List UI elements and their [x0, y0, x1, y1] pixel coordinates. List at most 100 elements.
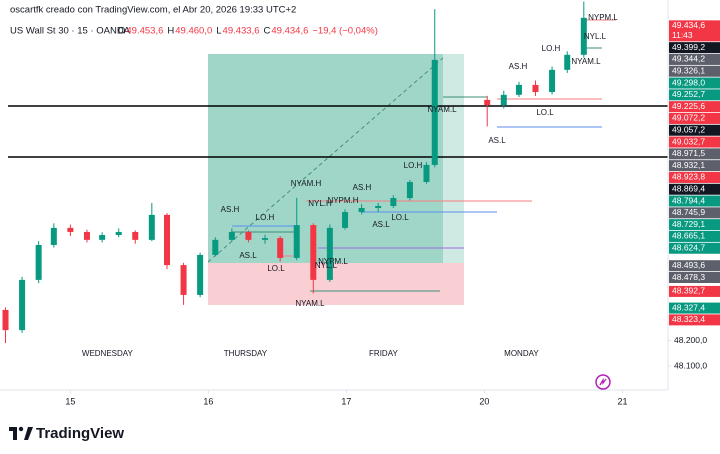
price-label-bg	[669, 183, 720, 195]
price-label-bg	[669, 230, 720, 242]
candle-body	[406, 182, 413, 199]
ohlc-value: 49.433,6	[223, 26, 260, 37]
profit-zone-ext	[443, 54, 464, 263]
candle-body	[342, 212, 349, 228]
price-label-bg	[669, 53, 720, 65]
candle-body	[549, 69, 556, 93]
candle-body	[19, 279, 26, 331]
session-label: NYPM.H	[327, 196, 358, 205]
session-label: AS.L	[488, 136, 506, 145]
session-label: NYAM.H	[291, 179, 322, 188]
price-label-bg	[669, 171, 720, 183]
session-label: AS.H	[353, 183, 372, 192]
price-label: 49.399,2	[672, 42, 705, 52]
price-label-bg	[669, 285, 720, 297]
brand-logo: TradingView	[9, 425, 124, 442]
session-label: LO.L	[391, 213, 409, 222]
alert-icon[interactable]	[595, 374, 611, 390]
session-levels	[232, 19, 616, 292]
price-label-bg	[669, 42, 720, 54]
candle-body	[423, 164, 430, 182]
session-label: NYAM.L	[295, 299, 325, 308]
ohlc-readout: O 49.453,6 H 49.460,0 L 49.433,6 C 49.434,6 −19,…	[118, 26, 378, 37]
x-tick-label: 17	[341, 396, 351, 406]
price-label-bg	[669, 195, 720, 207]
ohlc-key: H	[167, 26, 174, 37]
price-label: 48.794,4	[672, 195, 705, 205]
candle-body	[261, 238, 268, 240]
session-label: NYAM.L	[571, 57, 601, 66]
credit: oscartfk creado con TradingView.com, el …	[10, 5, 296, 16]
price-label: 48.665,1	[672, 231, 705, 241]
price-label: 48.932,1	[672, 160, 705, 170]
ohlc-value: 49.453,6	[126, 26, 163, 37]
price-label: 48.323,4	[672, 314, 705, 324]
price-label: 48.923,8	[672, 172, 705, 182]
candle-body	[326, 227, 333, 280]
price-label: 48.745,9	[672, 207, 705, 217]
price-label: 48.478,3	[672, 272, 705, 282]
session-label: LO.H	[256, 213, 275, 222]
entry-path	[207, 57, 444, 263]
session-label: LO.L	[267, 264, 285, 273]
session-label: NYL.H	[308, 199, 332, 208]
session-label: LO.H	[542, 44, 561, 53]
day-name: WEDNESDAY	[82, 349, 134, 358]
price-label-bg	[669, 65, 720, 77]
price-label-bg	[669, 242, 720, 254]
price-label-bg	[669, 77, 720, 89]
candle-body	[83, 231, 90, 240]
candle-body	[67, 227, 74, 232]
price-label-bg	[669, 136, 720, 148]
price-label: 49.032,7	[672, 136, 705, 146]
session-label: NYPM.L	[588, 13, 618, 22]
candle-body	[277, 238, 284, 258]
ohlc-value: 49.434,6	[271, 26, 308, 37]
session-label: NYL.L	[584, 32, 607, 41]
price-label: 48.493,6	[672, 260, 705, 270]
candle-body	[532, 84, 539, 93]
candle-body	[115, 231, 122, 236]
session-label: NYAM.L	[427, 105, 457, 114]
candle-body	[148, 214, 155, 240]
price-label-bg	[669, 89, 720, 101]
candle-body	[228, 231, 235, 240]
price-label-bg	[669, 272, 720, 284]
brand: TradingView	[36, 425, 124, 442]
candle-body	[310, 225, 317, 280]
session-label: LO.L	[536, 108, 554, 117]
candle-body	[197, 254, 204, 295]
price-label: 48.729,1	[672, 219, 705, 229]
logo-mark	[24, 427, 33, 440]
candle-body	[375, 205, 382, 208]
price-label-bg	[669, 124, 720, 136]
price-label-bg	[669, 207, 720, 219]
ohlc-key: O	[118, 26, 125, 37]
candle-body	[358, 208, 365, 213]
price-label: 49.326,1	[672, 65, 705, 75]
price-label: 49.225,6	[672, 101, 705, 111]
candle-body	[580, 17, 587, 55]
price-label-bg	[669, 148, 720, 160]
candle-body	[245, 231, 252, 240]
price-label: 49.434,6	[672, 20, 705, 30]
session-label: AS.L	[239, 251, 257, 260]
candle-body	[564, 54, 571, 70]
candle-body	[180, 265, 187, 295]
session-label: AS.H	[221, 205, 240, 214]
ohlc-key: L	[216, 26, 221, 37]
y-tick-label: 48.100,0	[674, 360, 707, 370]
candle-body	[500, 94, 507, 106]
price-label-bg	[669, 302, 720, 314]
loss-zone	[208, 263, 464, 305]
candle-body	[35, 244, 42, 280]
price-label-bg	[669, 20, 720, 42]
day-name: FRIDAY	[369, 349, 398, 358]
candle-body	[50, 227, 57, 245]
y-tick-label: 48.200,0	[674, 335, 707, 345]
price-label-bg	[669, 219, 720, 231]
day-name: MONDAY	[504, 349, 539, 358]
candle-body	[515, 84, 522, 95]
logo-mark	[18, 426, 24, 432]
